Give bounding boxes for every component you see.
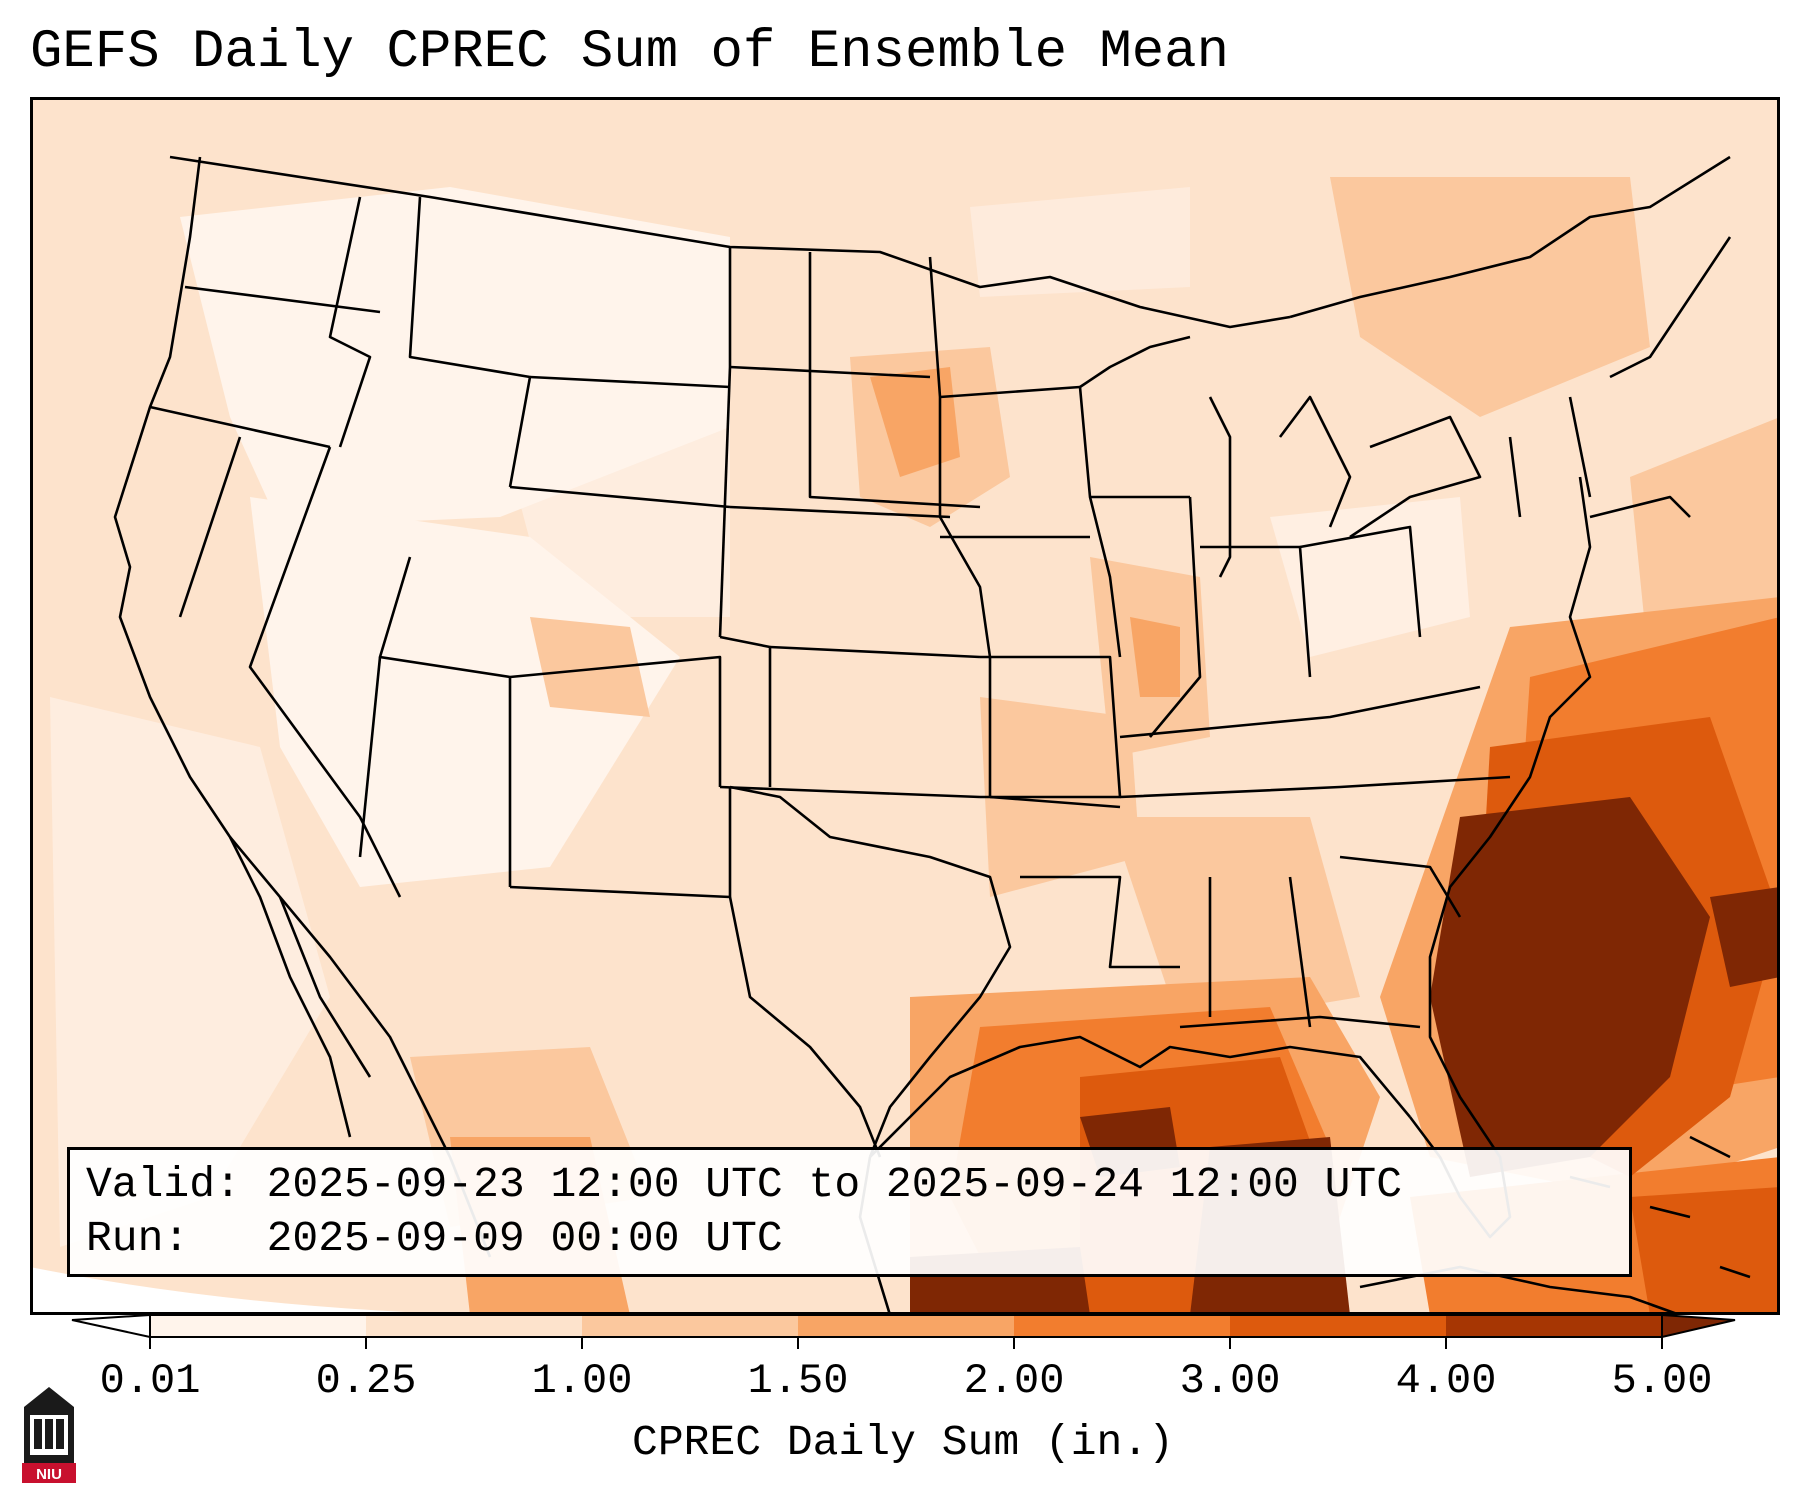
niu-castle-logo-icon: NIU [22, 1387, 76, 1483]
valid-run-info-box: Valid: 2025-09-23 12:00 UTC to 2025-09-2… [67, 1147, 1632, 1277]
colorbar [71, 1315, 1736, 1349]
colorbar-tick-label: 3.00 [1179, 1357, 1281, 1405]
colorbar-tick-label: 0.25 [315, 1357, 417, 1405]
colorbar-segment [150, 1315, 367, 1337]
logo-text: NIU [36, 1466, 62, 1483]
colorbar-right-arrow [1661, 1315, 1736, 1339]
colorbar-segment [798, 1315, 1015, 1337]
projection-corner-bottom-left [30, 1267, 730, 1315]
colorbar-segment [1446, 1315, 1663, 1337]
colorbar-segment [366, 1315, 583, 1337]
colorbar-segment [1230, 1315, 1447, 1337]
colorbar-segment [582, 1315, 799, 1337]
colorbar-tick-label: 0.01 [99, 1357, 201, 1405]
colorbar-tick-label: 1.00 [531, 1357, 633, 1405]
valid-time-text: Valid: 2025-09-23 12:00 UTC to 2025-09-2… [86, 1160, 1403, 1209]
colorbar-left-arrow [71, 1315, 151, 1339]
colorbar-tick-label: 4.00 [1395, 1357, 1497, 1405]
colorbar-tick-label: 1.50 [747, 1357, 849, 1405]
run-time-text: Run: 2025-09-09 00:00 UTC [86, 1214, 783, 1263]
precipitation-map [30, 97, 1780, 1315]
colorbar-segment [1014, 1315, 1231, 1337]
light-precip-zones [50, 187, 1470, 1247]
map-frame [30, 97, 1780, 1315]
colorbar-label: CPREC Daily Sum (in.) [632, 1418, 1174, 1467]
colorbar-tick-label: 5.00 [1611, 1357, 1713, 1405]
map-title: GEFS Daily CPREC Sum of Ensemble Mean [30, 22, 1229, 83]
colorbar-tick-label: 2.00 [963, 1357, 1065, 1405]
